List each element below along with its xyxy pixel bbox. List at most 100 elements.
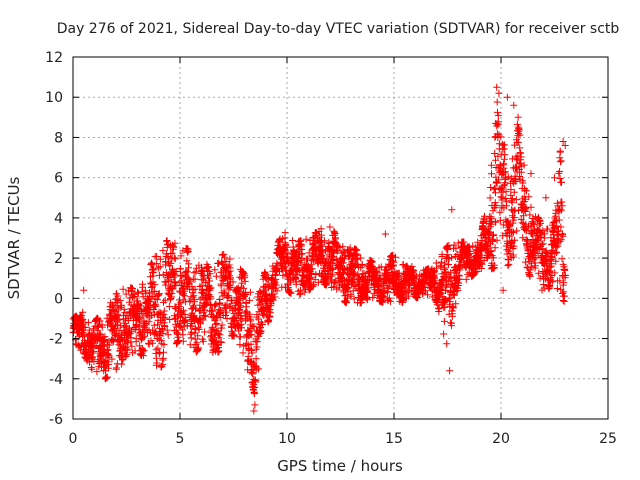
- data-point: [546, 283, 554, 291]
- data-point: [509, 228, 517, 236]
- data-point: [510, 188, 518, 196]
- data-point: [79, 316, 87, 323]
- data-point: [108, 355, 116, 363]
- data-point: [502, 195, 510, 202]
- data-point: [560, 292, 568, 300]
- data-point: [177, 265, 184, 273]
- data-point: [350, 295, 358, 303]
- data-point: [250, 359, 258, 367]
- data-point: [561, 142, 569, 149]
- data-point: [211, 332, 219, 340]
- data-point: [167, 295, 174, 302]
- data-point: [392, 253, 400, 261]
- data-point: [390, 258, 398, 266]
- data-point: [318, 241, 326, 249]
- data-point: [150, 287, 158, 295]
- data-point: [161, 314, 169, 322]
- data-point: [489, 238, 497, 245]
- data-point: [510, 101, 518, 109]
- data-point: [489, 207, 497, 215]
- data-point: [246, 288, 254, 296]
- data-point: [191, 298, 198, 306]
- data-point: [255, 365, 262, 373]
- data-point: [546, 267, 554, 275]
- data-point: [344, 294, 351, 302]
- data-point: [250, 407, 258, 415]
- data-point: [507, 174, 515, 182]
- data-point: [108, 336, 116, 344]
- data-point: [208, 325, 216, 333]
- data-point: [123, 345, 131, 353]
- data-point: [226, 302, 234, 310]
- data-point: [173, 329, 181, 337]
- data-point: [349, 287, 357, 295]
- data-point: [170, 254, 178, 262]
- data-point: [226, 267, 234, 275]
- data-point: [128, 285, 136, 293]
- data-point: [498, 196, 506, 204]
- data-point: [105, 353, 113, 361]
- data-point: [281, 229, 289, 237]
- data-point: [109, 338, 117, 346]
- data-point: [185, 260, 193, 268]
- data-point: [454, 239, 462, 247]
- data-point: [140, 347, 148, 354]
- x-tick-label: 10: [278, 431, 296, 447]
- data-point: [501, 151, 509, 159]
- data-point: [502, 188, 510, 196]
- data-point: [199, 316, 207, 324]
- data-point: [441, 259, 449, 267]
- data-point: [506, 220, 514, 228]
- data-point: [157, 336, 165, 344]
- data-point: [214, 329, 222, 337]
- data-point: [96, 317, 104, 325]
- data-point: [213, 319, 221, 327]
- data-point: [381, 230, 389, 238]
- data-point: [147, 284, 155, 291]
- data-point: [531, 262, 539, 270]
- data-point: [490, 231, 497, 239]
- data-point: [134, 288, 142, 296]
- data-point: [537, 219, 544, 227]
- y-tick-label: 4: [54, 211, 63, 227]
- data-point: [151, 281, 159, 289]
- data-point: [506, 249, 514, 257]
- data-point: [141, 332, 149, 340]
- data-point: [259, 321, 266, 328]
- data-point: [177, 252, 185, 260]
- data-point: [509, 251, 517, 259]
- data-point: [547, 260, 555, 268]
- data-point: [232, 317, 240, 324]
- data-point: [128, 342, 136, 350]
- data-point: [437, 286, 445, 293]
- data-points: [69, 83, 569, 415]
- data-point: [455, 275, 463, 283]
- data-point: [512, 196, 520, 204]
- data-point: [527, 203, 535, 211]
- data-point: [551, 250, 559, 258]
- grid: [73, 57, 608, 419]
- data-point: [282, 242, 289, 250]
- data-point: [446, 273, 454, 281]
- data-point: [225, 285, 233, 293]
- data-point: [248, 331, 256, 339]
- data-point: [207, 293, 215, 301]
- data-point: [494, 112, 502, 120]
- data-point: [478, 251, 486, 259]
- data-point: [405, 281, 412, 289]
- data-point: [287, 289, 295, 297]
- data-point: [492, 218, 500, 226]
- data-point: [167, 259, 175, 267]
- data-point: [558, 255, 566, 263]
- data-point: [188, 328, 196, 336]
- y-tick-label: -6: [49, 412, 63, 428]
- data-point: [414, 293, 422, 301]
- data-point: [191, 285, 199, 293]
- data-point: [495, 176, 502, 184]
- data-point: [119, 285, 127, 293]
- data-point: [202, 279, 210, 286]
- data-point: [343, 298, 350, 306]
- data-point: [517, 168, 525, 176]
- data-point: [469, 242, 477, 250]
- data-point: [105, 341, 113, 349]
